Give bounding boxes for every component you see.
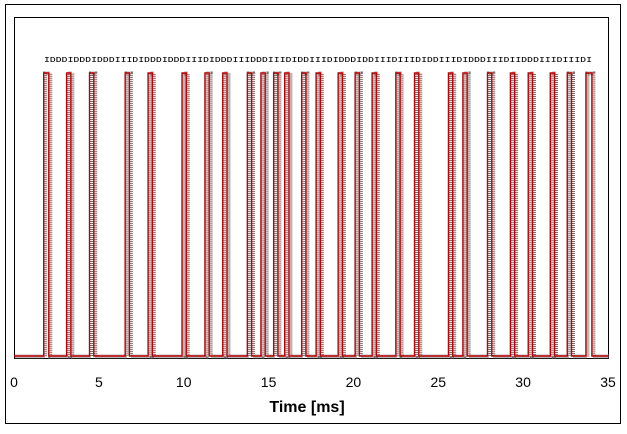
x-axis-ticks: 0 5 10 15 20 25 30 35 xyxy=(10,374,616,390)
x-tick-label: 25 xyxy=(431,374,447,390)
waveform-trace-shadow-0 xyxy=(15,71,610,359)
x-tick-label: 35 xyxy=(600,374,616,390)
x-tick-label: 5 xyxy=(95,374,103,390)
x-tick-label: 30 xyxy=(515,374,531,390)
bit-sequence-label: IDDDIDDDIDDDIIIDIDDDIDDDIIIDIDDDIIIDDDII… xyxy=(44,56,592,64)
x-tick-label: 15 xyxy=(261,374,277,390)
x-tick-label: 0 xyxy=(10,374,18,390)
x-tick-label: 10 xyxy=(176,374,192,390)
waveform-series xyxy=(14,71,610,359)
x-axis-title: Time [ms] xyxy=(269,399,344,416)
waveform-trace-0 xyxy=(14,72,608,357)
plot-area-frame xyxy=(14,17,609,359)
bit-labels: IDDDIDDDIDDDIIIDIDDDIDDDIIIDIDDDIIIDDDII… xyxy=(44,56,592,64)
x-tick-label: 20 xyxy=(346,374,362,390)
